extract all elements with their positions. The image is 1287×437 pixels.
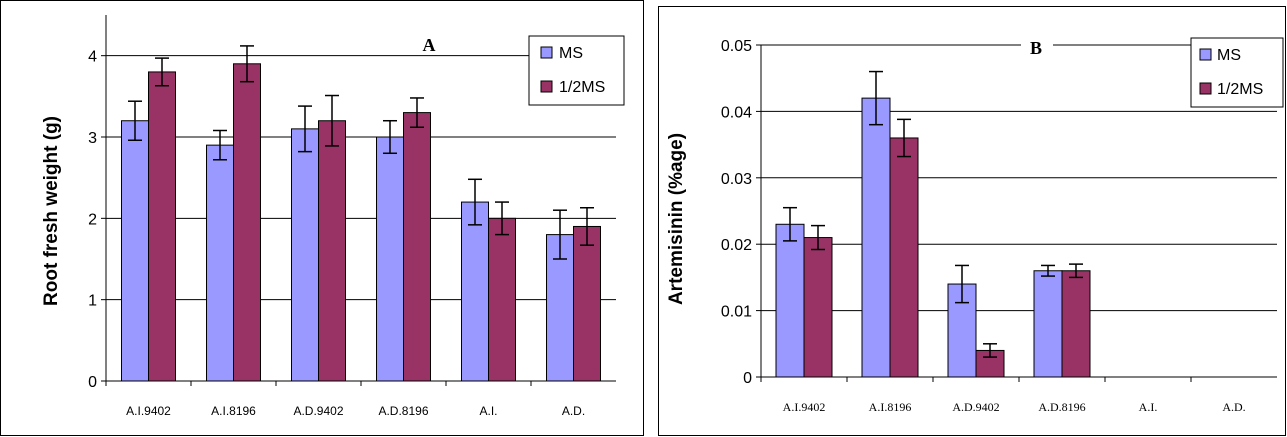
chart-title-a: A: [423, 35, 436, 55]
chart-title-b: B: [1030, 38, 1042, 58]
legend-swatch-ms: [540, 46, 553, 59]
bar-1-2ms-a-d-8196: [1061, 270, 1091, 378]
x-ticks-a: A.I.9402 A.I.8196 A.D.9402 A.D.8196 A.I. A.D.: [105, 381, 585, 418]
x-tick-label-a-d: A.D.: [562, 404, 585, 418]
y-tick-label: 3: [88, 130, 97, 147]
x-tick-label-a-i: A.I.: [1139, 400, 1158, 414]
x-tick-label-a-i-8196: A.I.8196: [211, 404, 256, 418]
legend-b: MS 1/2MS: [1190, 37, 1284, 108]
error-bars-b: [783, 70, 1083, 358]
legend-swatch-half-ms: [540, 80, 553, 93]
y-tick-label: 4: [88, 49, 97, 66]
legend-label-half-ms: 1/2MS: [1217, 81, 1263, 98]
y-axis-label-b: Artemisinin (%age): [666, 133, 687, 305]
x-tick-label-a-d-8196: A.D.8196: [1038, 400, 1085, 414]
legend-label-ms: MS: [1217, 47, 1241, 64]
x-tick-label-a-i: A.I.: [479, 404, 497, 418]
x-tick-label-a-d-8196: A.D.8196: [378, 404, 428, 418]
bar-ms-a-i-8196: [206, 144, 234, 382]
y-tick-label: 1: [88, 293, 97, 310]
x-tick-label-a-d-9402: A.D.9402: [293, 404, 343, 418]
legend-label-ms: MS: [559, 45, 583, 62]
x-tick-label-a-d: A.D.: [1222, 400, 1245, 414]
bars-a: [121, 63, 601, 382]
y-tick-label: 0: [88, 374, 97, 391]
grid-b: [761, 44, 1277, 312]
bar-1-2ms-a-d-9402: [318, 120, 346, 382]
bar-1-2ms-a-i-9402: [148, 71, 176, 382]
y-ticks-a: 0 1 2 3 4: [88, 49, 106, 391]
x-tick-label-a-d-9402: A.D.9402: [952, 400, 999, 414]
legend-swatch-half-ms: [1199, 82, 1212, 95]
legend-a: MS 1/2MS: [528, 35, 625, 106]
y-ticks-b: 0 0.01 0.02 0.03 0.04 0.05: [721, 38, 761, 387]
y-axis-label-a: Root fresh weight (g): [41, 116, 62, 306]
bar-ms-a-i-9402: [121, 120, 149, 382]
y-tick-label: 0.02: [721, 237, 752, 254]
y-tick-label: 0.01: [721, 304, 752, 321]
bar-ms-a-d-8196: [1033, 270, 1063, 378]
bar-1-2ms-a-i-9402: [803, 237, 833, 378]
bar-1-2ms-a-i: [488, 217, 516, 382]
legend-label-half-ms: 1/2MS: [559, 79, 605, 96]
bar-1-2ms-a-d-8196: [403, 112, 431, 382]
bar-ms-a-i-8196: [861, 97, 891, 378]
y-tick-label: 0.03: [721, 171, 752, 188]
chart-b-svg: 00.010.020.030.040.05 A.I.9402 A.I.8196 A.…: [666, 35, 1284, 414]
y-tick-label: 0.05: [721, 38, 752, 55]
bar-1-2ms-a-d: [573, 225, 601, 382]
bars-b: [775, 97, 1091, 378]
bar-ms-a-d-9402: [291, 128, 319, 382]
error-bars-a: [128, 45, 594, 260]
bar-1-2ms-a-i-8196: [233, 63, 261, 382]
y-tick-label: 0.04: [721, 104, 752, 121]
x-tick-label-a-i-8196: A.I.8196: [869, 400, 912, 414]
bar-ms-a-i: [461, 201, 489, 382]
bar-1-2ms-a-i-8196: [889, 137, 919, 378]
x-ticks-b: A.I.9402 A.I.8196 A.D.9402 A.D.8196 A.I. A.D.: [760, 377, 1246, 414]
bar-ms-a-i-9402: [775, 223, 805, 378]
legend-swatch-ms: [1199, 48, 1212, 61]
x-tick-label-a-i-9402: A.I.9402: [783, 400, 826, 414]
bar-ms-a-d-8196: [376, 136, 404, 382]
y-tick-label: 0: [743, 370, 752, 387]
y-tick-label: 2: [88, 211, 97, 228]
chart-panel-b: 0 0.01 0.02 0.03 0.04 0.05 A.I.9402 A.I.8196 A.…: [658, 6, 1286, 436]
x-tick-label-a-i-9402: A.I.9402: [126, 404, 171, 418]
